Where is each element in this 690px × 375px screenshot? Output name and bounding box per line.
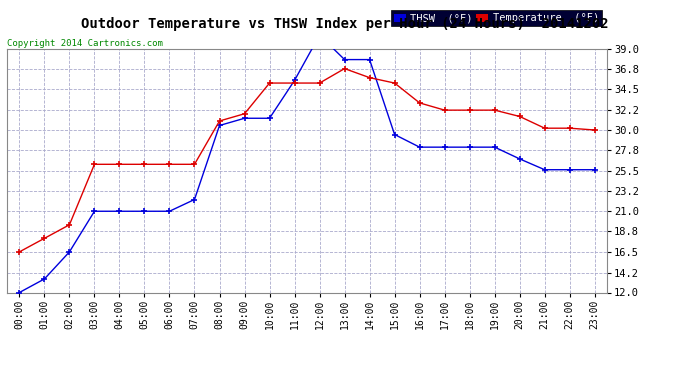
Text: Copyright 2014 Cartronics.com: Copyright 2014 Cartronics.com — [7, 39, 163, 48]
Legend: THSW  (°F), Temperature  (°F): THSW (°F), Temperature (°F) — [391, 10, 602, 26]
Text: Outdoor Temperature vs THSW Index per Hour (24 Hours)  20141202: Outdoor Temperature vs THSW Index per Ho… — [81, 17, 609, 31]
